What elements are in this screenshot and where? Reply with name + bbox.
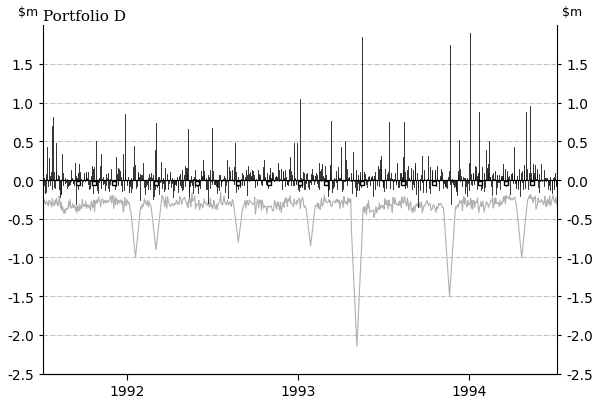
Text: $m: $m: [17, 6, 38, 19]
Text: Portfolio D: Portfolio D: [43, 10, 126, 23]
Text: $m: $m: [562, 6, 583, 19]
